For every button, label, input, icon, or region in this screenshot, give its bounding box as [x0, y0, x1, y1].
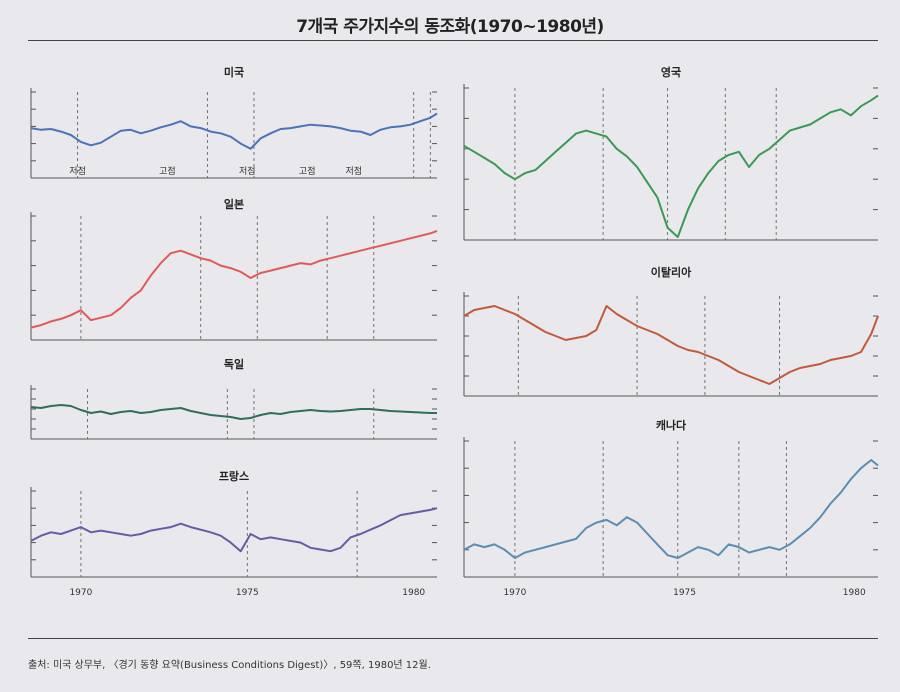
chart-title: 프랑스: [219, 470, 249, 483]
series-line: [30, 404, 437, 420]
phase-label: 저점: [69, 165, 86, 177]
phase-label: 저점: [346, 165, 363, 177]
chart-panel-uk: 영국: [463, 66, 879, 241]
phase-label: 저점: [239, 165, 256, 177]
series-line: [30, 229, 438, 329]
chart-panel-canada: 캐나다: [463, 418, 879, 578]
year-label-right: 1980: [843, 588, 866, 598]
chart-panel-japan: 일본: [30, 197, 438, 341]
footer-rule: [28, 638, 878, 639]
series-line: [30, 112, 438, 150]
chart-title: 캐나다: [656, 418, 687, 432]
series-line: [30, 507, 438, 553]
page-title: 7개국 주가지수의 동조화(1970~1980년): [296, 17, 604, 37]
year-label-right: 1970: [503, 588, 526, 598]
year-label-left: 1975: [236, 588, 259, 598]
chart-title: 일본: [224, 197, 244, 211]
chart-title: 이탈리아: [651, 265, 692, 279]
chart-title: 미국: [224, 65, 244, 79]
year-label-right: 1975: [673, 588, 696, 598]
series-line: [463, 94, 879, 238]
series-line: [463, 459, 879, 559]
series-line: [463, 305, 879, 385]
chart-panel-france: 프랑스: [30, 470, 438, 578]
chart-title: 독일: [224, 357, 244, 371]
phase-label: 고점: [159, 165, 176, 177]
title-rule: [28, 40, 878, 41]
source-note: 출처: 미국 상무부, 〈경기 동향 요약(Business Condition…: [28, 660, 431, 671]
year-label-left: 1980: [402, 588, 425, 598]
phase-label: 고점: [299, 165, 316, 177]
year-label-left: 1970: [69, 588, 92, 598]
chart-panel-italy: 이탈리아: [463, 265, 879, 397]
chart-panel-germany: 독일: [30, 357, 437, 440]
chart-title: 영국: [661, 66, 681, 79]
